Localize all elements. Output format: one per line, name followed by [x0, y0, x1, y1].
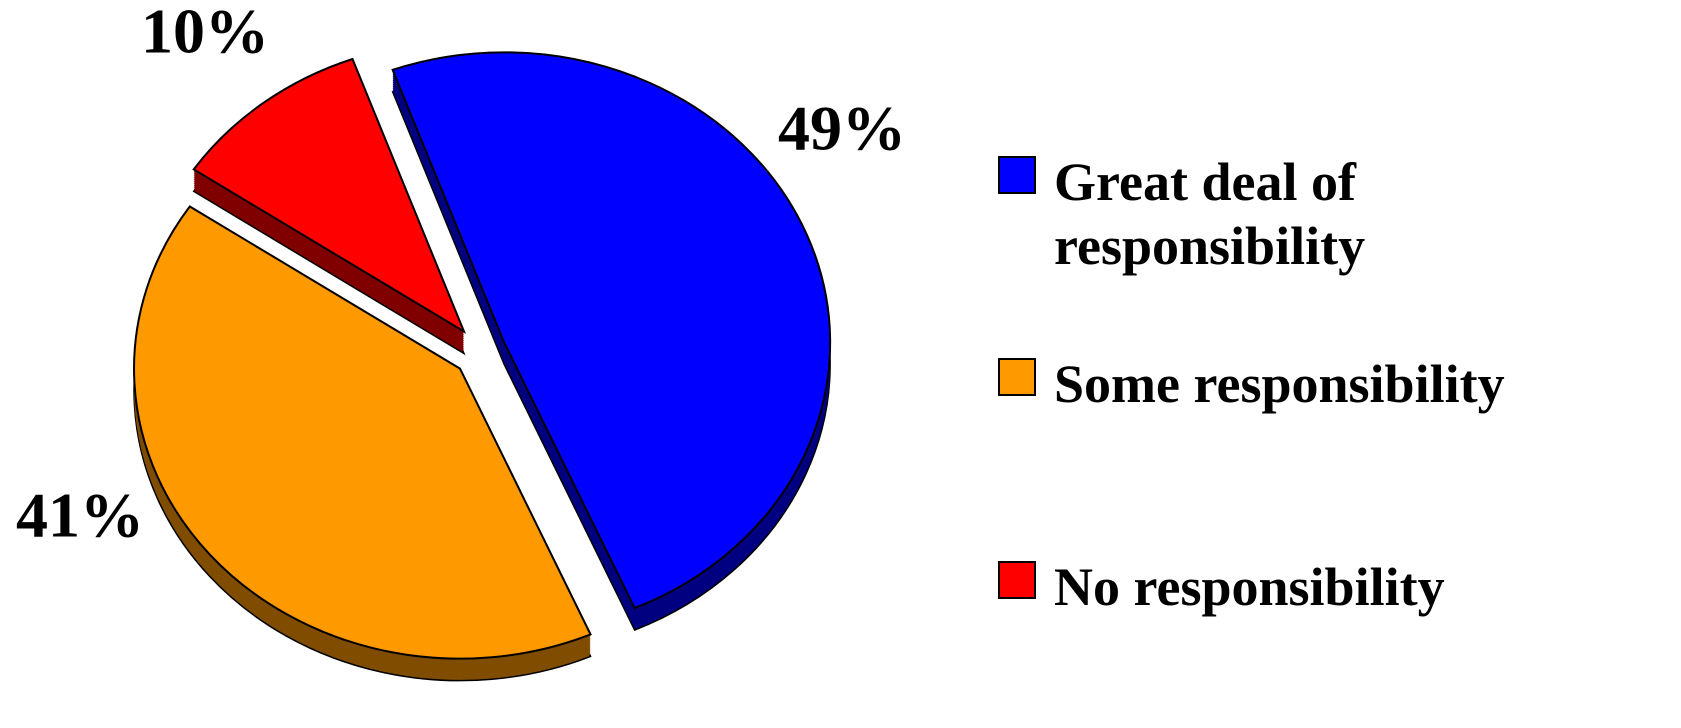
legend-item: No responsibility — [998, 555, 1654, 619]
legend-swatch — [998, 156, 1036, 194]
data-label: 10% — [141, 0, 269, 67]
slice — [391, 51, 832, 610]
legend-swatch — [998, 561, 1036, 599]
legend-label: No responsibility — [1054, 557, 1445, 617]
legend-swatch — [998, 358, 1036, 396]
legend-label: Some responsibility — [1054, 354, 1505, 414]
data-label: 41% — [16, 480, 144, 551]
data-label: 49% — [778, 93, 906, 164]
slice — [192, 57, 467, 334]
legend-label: Great deal of responsibility — [1054, 152, 1366, 276]
slice — [133, 205, 592, 660]
legend-item: Some responsibility — [998, 352, 1654, 416]
legend-item: Great deal of responsibility — [998, 150, 1434, 278]
